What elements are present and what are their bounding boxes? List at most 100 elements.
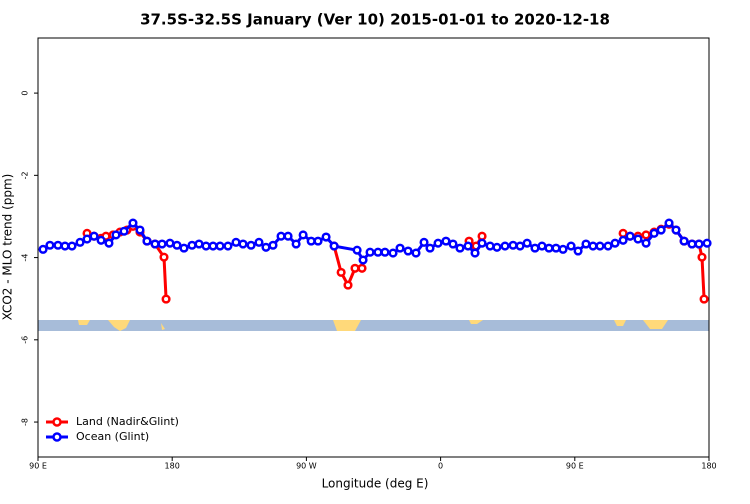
x-tick-label: 0 [438,462,443,471]
chart-title: 37.5S-32.5S January (Ver 10) 2015-01-01 … [140,11,610,29]
point [291,239,301,249]
point [350,263,360,273]
point [365,247,375,257]
point [388,248,398,258]
y-tick-label: 0 [21,91,30,96]
point [104,238,114,248]
point [530,243,540,253]
point [172,240,182,250]
point [664,218,674,228]
plot-frame [37,37,710,458]
point [515,241,525,251]
point [358,255,368,265]
point [573,246,583,256]
point [679,236,689,246]
point [215,241,225,251]
series-line [86,222,706,300]
x-tick-label: 180 [701,462,716,471]
x-tick-label: 90 E [29,462,47,471]
point [223,241,233,251]
y-tick-label: -8 [21,418,30,426]
point [208,241,218,251]
y-axis-label: XCO2 - MLO trend (ppm) [1,174,15,321]
point [508,240,518,250]
point [201,241,211,251]
point [179,243,189,253]
point [161,294,171,304]
x-tick-label: 90 W [296,462,317,471]
point [425,243,435,253]
point [610,238,620,248]
x-tick-label: 180 [165,462,180,471]
y-tick-label: -6 [21,336,30,344]
point [641,238,651,248]
point [455,243,465,253]
point [283,231,293,241]
point [694,239,704,249]
point [581,239,591,249]
point [60,241,70,251]
point [135,225,145,235]
point [463,241,473,251]
point [380,247,390,257]
point [38,244,48,254]
point [522,238,532,248]
legend-label: Land (Nadir&Glint) [76,415,179,428]
point [96,235,106,245]
point [357,263,367,273]
point [477,238,487,248]
point [419,237,429,247]
point [470,248,480,258]
point [159,252,169,262]
point [441,236,451,246]
point [411,248,421,258]
point [119,226,129,236]
point [45,240,55,250]
point [313,236,323,246]
point [268,240,278,250]
point [238,239,248,249]
point [321,232,331,242]
point [433,238,443,248]
point [697,252,707,262]
point [551,243,561,253]
point [75,237,85,247]
point [157,239,167,249]
point [53,240,63,250]
point [618,235,628,245]
point [633,234,643,244]
point [329,241,339,251]
point [595,241,605,251]
point [618,228,628,238]
point [500,241,510,251]
point [588,241,598,251]
point [150,239,160,249]
point [128,218,138,228]
point [641,230,651,240]
point [82,234,92,244]
point [566,241,576,251]
y-tick-label: -4 [21,254,30,262]
point [656,225,666,235]
point [603,241,613,251]
point [537,241,547,251]
point [111,230,121,240]
point [89,231,99,241]
point [194,239,204,249]
map-strip [38,320,709,331]
x-axis-label: Longitude (deg E) [322,477,429,491]
legend-marker [52,417,62,427]
point [687,239,697,249]
legend-label: Ocean (Glint) [76,430,149,443]
point [544,243,554,253]
y-tick-label: -2 [21,171,30,179]
point [187,240,197,250]
point [403,246,413,256]
legend-marker [52,432,62,442]
point [699,294,709,304]
point [649,228,659,238]
point [261,242,271,252]
point [343,280,353,290]
